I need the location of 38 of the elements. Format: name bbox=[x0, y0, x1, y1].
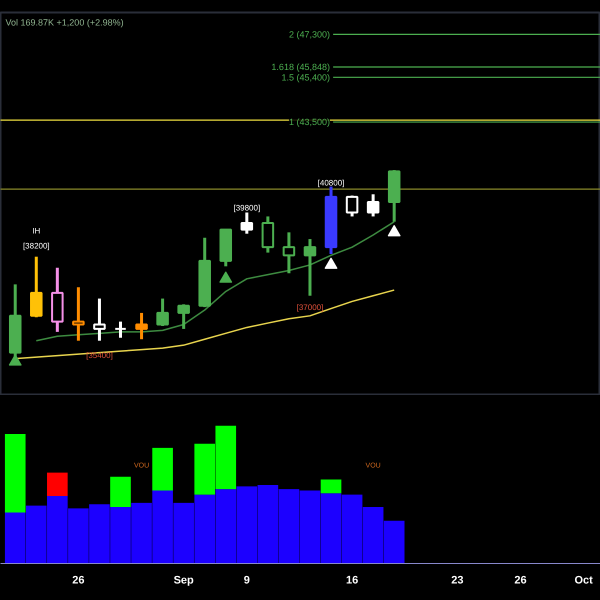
ref-line-label: 1.618 (45,848) bbox=[271, 62, 330, 72]
annotation: IH bbox=[32, 226, 41, 236]
candlestick bbox=[282, 232, 296, 274]
bar bbox=[152, 448, 173, 491]
x-tick-label: 26 bbox=[72, 574, 85, 586]
candlestick bbox=[156, 298, 169, 326]
point bbox=[324, 258, 338, 269]
annotation: [40800] bbox=[318, 178, 344, 188]
point bbox=[388, 224, 401, 236]
bar bbox=[320, 480, 342, 494]
x-tick-label: 23 bbox=[451, 574, 464, 586]
annotation: [35400] bbox=[86, 350, 113, 360]
candlestick bbox=[177, 304, 190, 329]
x-tick-label: 9 bbox=[244, 574, 250, 586]
x-tick-label: 16 bbox=[346, 574, 358, 586]
candlestick bbox=[93, 298, 106, 341]
ref-line-label: 1.5 (45,400) bbox=[281, 72, 330, 82]
candlestick bbox=[114, 322, 127, 338]
x-tick-label: Oct bbox=[574, 574, 594, 586]
candlestick bbox=[304, 239, 316, 296]
ref-line-label: 2 (47,300) bbox=[288, 29, 330, 40]
annotation: [39800] bbox=[233, 203, 260, 212]
annotation: [38200] bbox=[22, 242, 50, 251]
candlestick bbox=[366, 194, 380, 216]
candlestick bbox=[346, 196, 358, 216]
candlestick bbox=[72, 287, 85, 341]
annotation: [37000] bbox=[296, 302, 324, 312]
x-tick-label: 26 bbox=[514, 574, 527, 586]
bar bbox=[110, 476, 131, 508]
ref-line-label: 1 (43,500) bbox=[288, 117, 330, 128]
text: Vol 169.87K +1,200 (+2.98%) bbox=[6, 18, 124, 28]
candlestick bbox=[135, 312, 148, 340]
point bbox=[219, 271, 232, 283]
bar bbox=[47, 472, 68, 496]
candlestick bbox=[240, 212, 254, 234]
x-tick-label: Sep bbox=[174, 574, 194, 586]
candlestick bbox=[30, 256, 43, 318]
bar bbox=[4, 434, 26, 513]
